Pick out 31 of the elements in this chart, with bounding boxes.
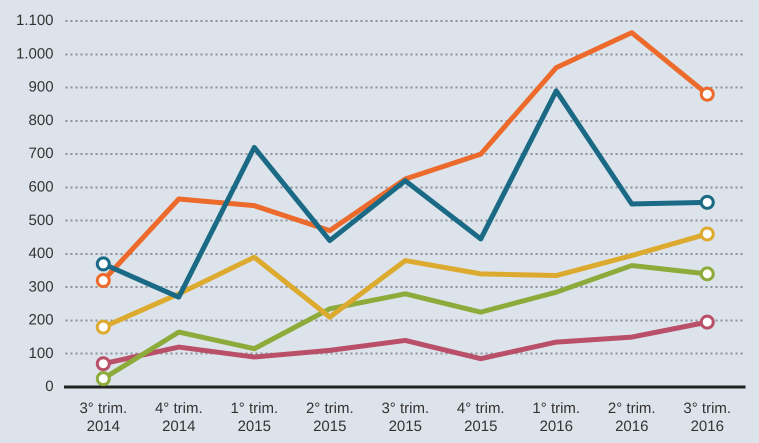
x-tick-label: 3° trim. 2016	[683, 400, 732, 436]
x-tick-label: 3° trim. 2014	[79, 400, 128, 436]
y-tick-label: 500	[28, 212, 54, 229]
x-tick-label: 2° trim. 2015	[306, 400, 354, 436]
point	[700, 314, 715, 330]
y-tick-label: 100	[28, 344, 54, 362]
x-tick-label: 4° trim. 2014	[154, 400, 203, 436]
point	[96, 356, 111, 372]
x-tick-label: 4° trim. 2015	[456, 400, 505, 436]
point	[96, 256, 111, 272]
point	[700, 266, 715, 282]
y-tick-label: 1.100	[16, 12, 54, 30]
y-tick-label: 400	[28, 245, 54, 262]
y-tick-label: 1.000	[16, 45, 54, 62]
point	[700, 194, 715, 210]
x-tick-label: 2° trim. 2016	[608, 400, 656, 436]
point	[96, 320, 111, 335]
y-tick-label: 700	[28, 145, 54, 162]
y-tick-label: 200	[28, 312, 54, 329]
x-tick-label: 1° trim. 2016	[532, 400, 580, 436]
y-tick-label: 900	[28, 78, 54, 96]
x-tick-label: 1° trim. 2015	[230, 400, 278, 436]
x-tick-label: 3° trim. 2015	[381, 400, 430, 436]
y-tick-label: 300	[28, 278, 54, 296]
point	[700, 86, 715, 102]
y-tick-label: 800	[28, 112, 54, 129]
point	[700, 226, 715, 242]
y-tick-label: 600	[28, 178, 54, 196]
point	[96, 371, 111, 386]
y-tick-label: 0	[45, 378, 54, 396]
point	[96, 273, 111, 288]
